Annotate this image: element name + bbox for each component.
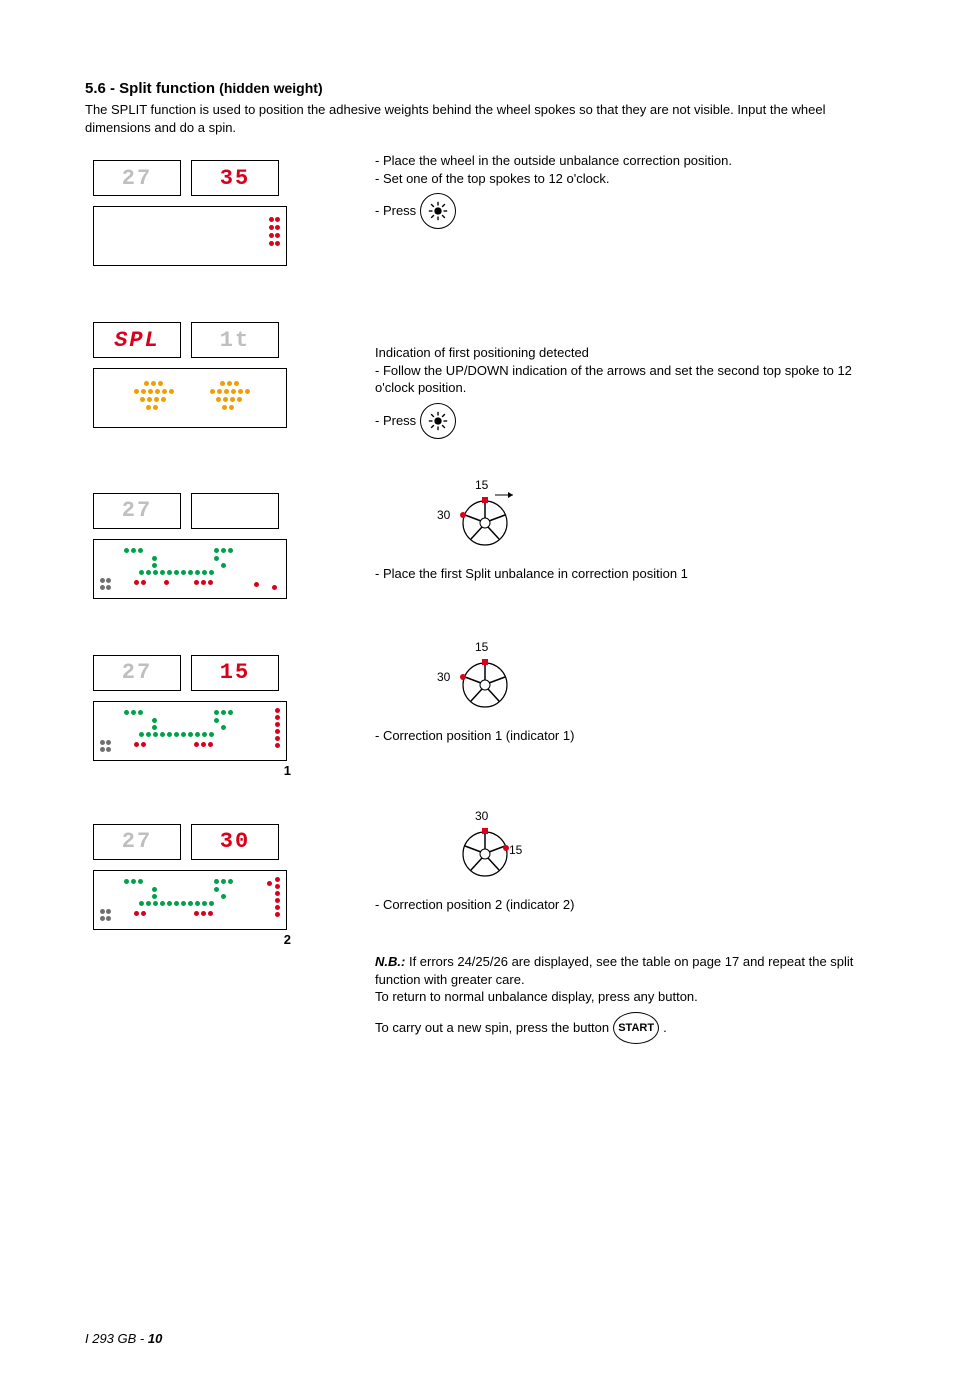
display-left-1: 27 [93, 160, 181, 196]
display-right-3 [191, 493, 279, 529]
page-footer: I 293 GB - 10 [85, 1331, 162, 1346]
display-right-2: 1t [191, 322, 279, 358]
step-4-row: 27 15 1 15 30 [85, 647, 869, 778]
wheel-diagram-3: 30 15 [455, 822, 869, 882]
start-button[interactable]: START [613, 1012, 659, 1044]
wheel1-left-label: 30 [437, 507, 450, 523]
heading-number: 5.6 - Split function [85, 80, 215, 97]
step-1-row: 27 35 - Place the wheel in the outside u… [85, 152, 869, 268]
step2-line1: Indication of first positioning detected [375, 344, 869, 362]
nb-text3b: . [663, 1019, 667, 1037]
wheel2-top-label: 15 [475, 639, 488, 655]
led-panel-3 [93, 539, 287, 599]
sun-gear-icon [427, 200, 449, 222]
step1-line2: - Set one of the top spokes to 12 o'cloc… [375, 170, 869, 188]
wheel-diagram-2: 15 30 [455, 653, 869, 713]
nb-label: N.B.: [375, 954, 409, 969]
panel4-label: 1 [93, 763, 291, 778]
display-left-5: 27 [93, 824, 181, 860]
sun-gear-icon [427, 410, 449, 432]
wheel-diagram-1: 15 30 [455, 491, 869, 551]
display-right-5: 30 [191, 824, 279, 860]
panel5-label: 2 [93, 932, 291, 947]
sun-gear-button-2[interactable] [420, 403, 456, 439]
wheel3-right-label: 15 [509, 842, 522, 858]
footer-page: 10 [148, 1331, 162, 1346]
display-left-3: 27 [93, 493, 181, 529]
led-panel-2 [93, 368, 287, 428]
footer-model: I 293 [85, 1331, 114, 1346]
nb-text1: If errors 24/25/26 are displayed, see th… [375, 954, 853, 987]
step2-press-label: - Press [375, 412, 416, 430]
intro-paragraph: The SPLIT function is used to position t… [85, 101, 869, 136]
led-panel-5 [93, 870, 287, 930]
led-panel-1 [93, 206, 287, 266]
display-left-4: 27 [93, 655, 181, 691]
step1-line1: - Place the wheel in the outside unbalan… [375, 152, 869, 170]
heading-subtitle: (hidden weight) [219, 80, 322, 96]
nb-text3a: To carry out a new spin, press the butto… [375, 1019, 609, 1037]
display-right-4: 15 [191, 655, 279, 691]
nb-text2: To return to normal unbalance display, p… [375, 988, 869, 1006]
step-3-row: 27 [85, 485, 869, 601]
step5-line1: - Correction position 2 (indicator 2) [375, 896, 869, 914]
display-right-1: 35 [191, 160, 279, 196]
step-2-row: SPL 1t Indication of first positioning d… [85, 314, 869, 439]
step-5-row: 27 30 2 30 15 [85, 816, 869, 1044]
step4-line1: - Correction position 1 (indicator 1) [375, 727, 869, 745]
wheel3-top-label: 30 [475, 808, 488, 824]
section-heading: 5.6 - Split function (hidden weight) [85, 80, 869, 97]
step2-line2: - Follow the UP/DOWN indication of the a… [375, 362, 869, 397]
step3-line1: - Place the first Split unbalance in cor… [375, 565, 869, 583]
footer-gb: GB - [114, 1331, 148, 1346]
sun-gear-button-1[interactable] [420, 193, 456, 229]
wheel2-left-label: 30 [437, 669, 450, 685]
led-panel-4 [93, 701, 287, 761]
display-left-2: SPL [93, 322, 181, 358]
wheel1-top-label: 15 [475, 477, 488, 493]
step1-press-label: - Press [375, 202, 416, 220]
